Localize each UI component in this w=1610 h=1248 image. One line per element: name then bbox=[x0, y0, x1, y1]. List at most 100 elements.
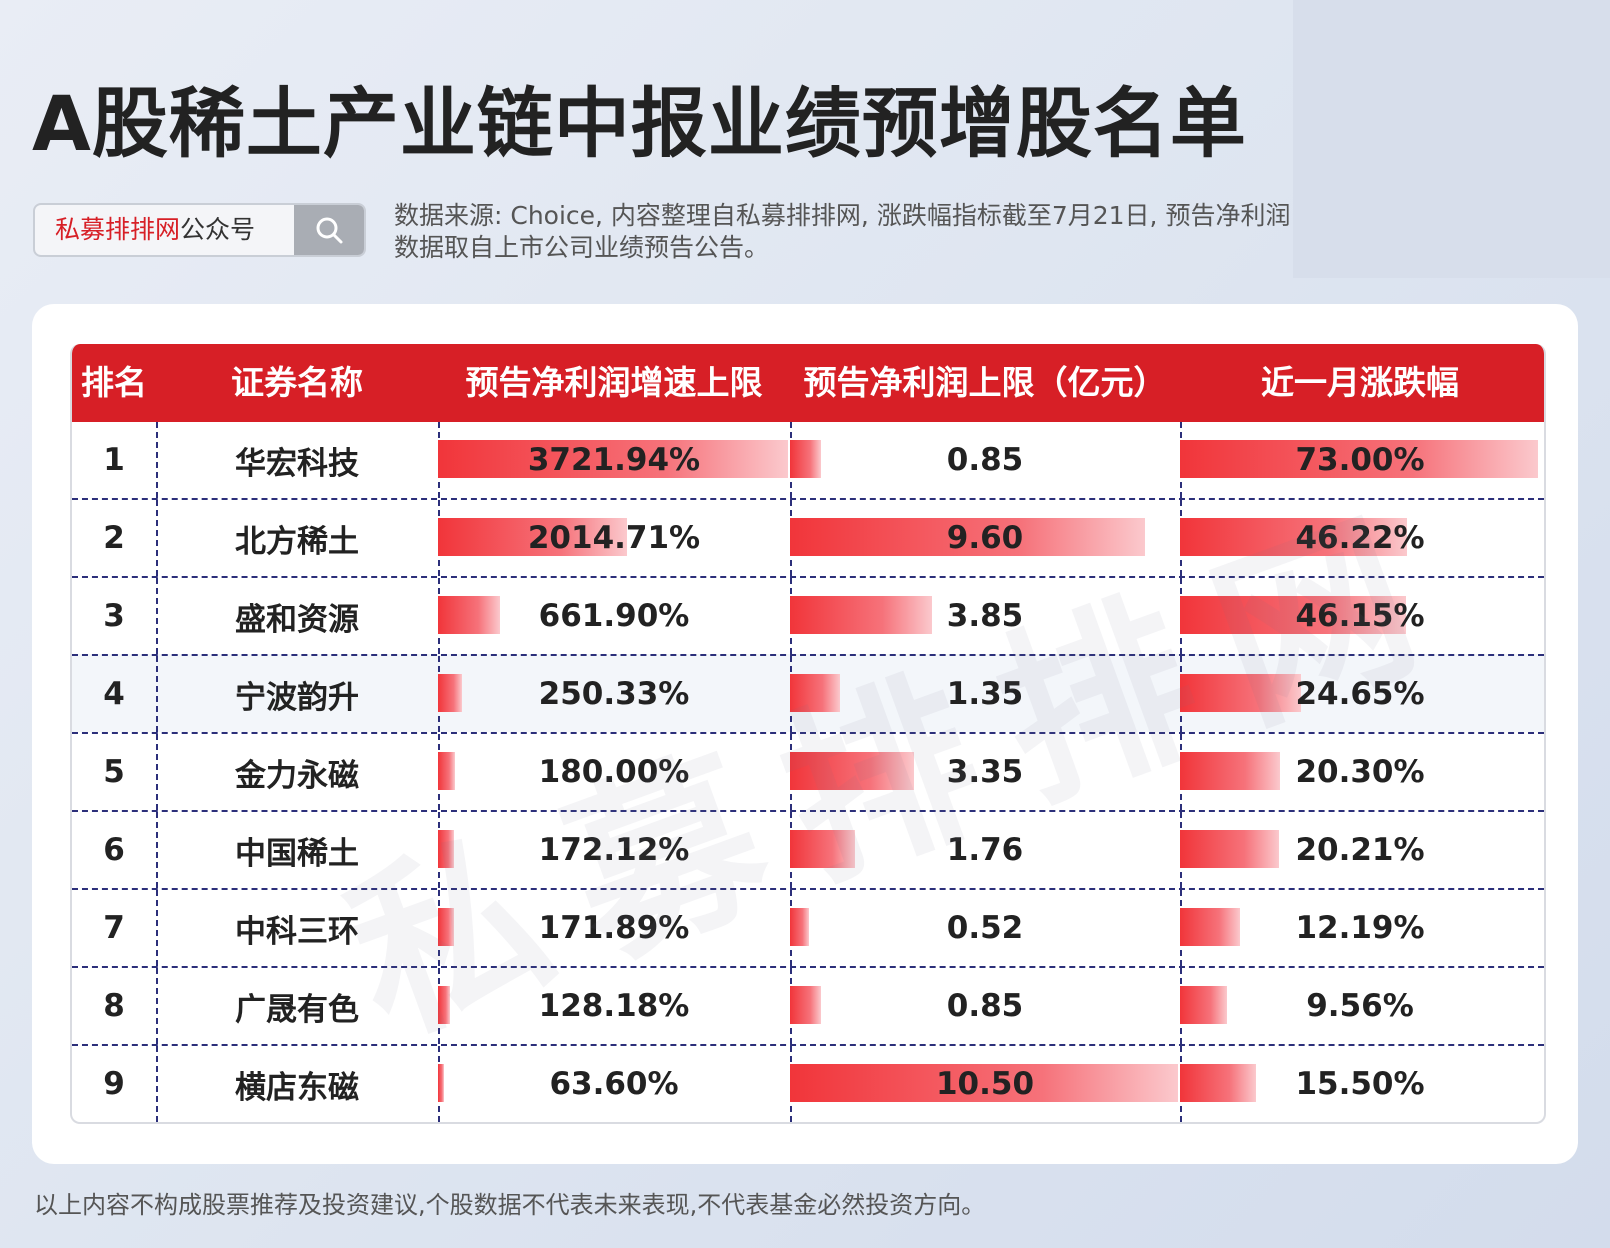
rank-cell: 2 bbox=[103, 520, 125, 556]
growth-label: 3721.94% bbox=[527, 442, 701, 478]
growth-bar bbox=[438, 986, 451, 1024]
profit-cell: 10.50 bbox=[790, 1046, 1180, 1122]
growth-bar bbox=[438, 830, 455, 868]
rank-cell: 8 bbox=[103, 988, 125, 1024]
stock-name-cell: 华宏科技 bbox=[235, 445, 359, 482]
change-label: 9.56% bbox=[1306, 988, 1414, 1024]
change-label: 15.50% bbox=[1295, 1066, 1425, 1102]
stock-name-cell: 金力永磁 bbox=[235, 757, 359, 794]
table-row: 1 华宏科技 3721.94% 0.85 73.00% bbox=[72, 422, 1544, 498]
search-brand: 私募排排网 bbox=[55, 215, 181, 244]
change-bar bbox=[1180, 596, 1407, 634]
growth-cell: 250.33% bbox=[438, 656, 790, 732]
growth-cell: 171.89% bbox=[438, 890, 790, 966]
change-cell: 15.50% bbox=[1180, 1046, 1540, 1122]
table-header: 排名 证券名称 预告净利润增速上限 预告净利润上限（亿元） 近一月涨跌幅 bbox=[72, 344, 1544, 422]
rank-cell: 9 bbox=[103, 1066, 125, 1102]
stock-name-cell: 横店东磁 bbox=[235, 1069, 359, 1106]
background-panel bbox=[1293, 0, 1610, 278]
table-body: 1 华宏科技 3721.94% 0.85 73.00% 2 北方稀土 2014.71% 9.60… bbox=[72, 422, 1544, 1122]
source-note: 数据来源: Choice, 内容整理自私募排排网, 涨跌幅指标截至7月21日, … bbox=[394, 201, 1291, 262]
search-button[interactable] bbox=[294, 205, 364, 255]
change-label: 12.19% bbox=[1295, 910, 1425, 946]
profit-label: 1.76 bbox=[946, 832, 1024, 868]
rank-cell: 4 bbox=[103, 676, 125, 712]
change-cell: 20.21% bbox=[1180, 812, 1540, 888]
growth-label: 171.89% bbox=[538, 910, 690, 946]
table-row: 9 横店东磁 63.60% 10.50 15.50% bbox=[72, 1044, 1544, 1122]
header-rank: 排名 bbox=[81, 363, 147, 402]
profit-label: 3.35 bbox=[946, 754, 1024, 790]
growth-bar bbox=[438, 596, 501, 634]
search-icon bbox=[316, 217, 343, 244]
profit-bar bbox=[790, 518, 1145, 556]
change-cell: 46.22% bbox=[1180, 500, 1540, 576]
change-bar bbox=[1180, 1064, 1256, 1102]
profit-label: 1.35 bbox=[946, 676, 1024, 712]
profit-cell: 0.52 bbox=[790, 890, 1180, 966]
profit-cell: 3.85 bbox=[790, 578, 1180, 654]
page-title: A股稀土产业链中报业绩预增股名单 bbox=[32, 79, 1247, 168]
footer-note: 以上内容不构成股票推荐及投资建议,个股数据不代表未来表现,不代表基金必然投资方向… bbox=[34, 1191, 986, 1219]
growth-bar bbox=[438, 674, 462, 712]
stock-name-cell: 宁波韵升 bbox=[235, 679, 359, 716]
profit-cell: 1.35 bbox=[790, 656, 1180, 732]
profit-cell: 3.35 bbox=[790, 734, 1180, 810]
change-cell: 46.15% bbox=[1180, 578, 1540, 654]
profit-bar bbox=[790, 830, 856, 868]
growth-label: 180.00% bbox=[538, 754, 690, 790]
change-cell: 73.00% bbox=[1180, 422, 1540, 498]
growth-label: 661.90% bbox=[538, 598, 690, 634]
column-divider bbox=[156, 422, 158, 498]
profit-bar bbox=[790, 596, 933, 634]
column-divider bbox=[156, 1046, 158, 1122]
column-divider bbox=[156, 734, 158, 810]
search-box[interactable]: 私募排排网公众号 bbox=[33, 203, 366, 257]
change-bar bbox=[1180, 674, 1301, 712]
growth-cell: 180.00% bbox=[438, 734, 790, 810]
profit-cell: 9.60 bbox=[790, 500, 1180, 576]
profit-label: 10.50 bbox=[935, 1066, 1035, 1102]
growth-label: 250.33% bbox=[538, 676, 690, 712]
header-name: 证券名称 bbox=[231, 363, 363, 402]
column-divider bbox=[156, 812, 158, 888]
growth-label: 172.12% bbox=[538, 832, 690, 868]
profit-bar bbox=[790, 986, 822, 1024]
rank-cell: 7 bbox=[103, 910, 125, 946]
change-bar bbox=[1180, 986, 1227, 1024]
growth-bar bbox=[438, 518, 628, 556]
rank-cell: 1 bbox=[103, 442, 125, 478]
table-row: 6 中国稀土 172.12% 1.76 20.21% bbox=[72, 810, 1544, 888]
profit-label: 0.85 bbox=[946, 442, 1024, 478]
profit-label: 0.85 bbox=[946, 988, 1024, 1024]
change-cell: 9.56% bbox=[1180, 968, 1540, 1044]
profit-bar bbox=[790, 440, 822, 478]
growth-cell: 3721.94% bbox=[438, 422, 790, 498]
growth-label: 2014.71% bbox=[527, 520, 701, 556]
change-label: 46.15% bbox=[1295, 598, 1425, 634]
profit-cell: 0.85 bbox=[790, 968, 1180, 1044]
header-growth: 预告净利润增速上限 bbox=[465, 363, 763, 402]
change-label: 73.00% bbox=[1295, 442, 1425, 478]
column-divider bbox=[156, 500, 158, 576]
growth-bar bbox=[438, 908, 455, 946]
table-row: 7 中科三环 171.89% 0.52 12.19% bbox=[72, 888, 1544, 966]
profit-bar bbox=[790, 674, 840, 712]
profit-label: 9.60 bbox=[946, 520, 1024, 556]
growth-cell: 2014.71% bbox=[438, 500, 790, 576]
column-divider bbox=[156, 968, 158, 1044]
profit-bar bbox=[790, 752, 914, 790]
stock-name-cell: 中国稀土 bbox=[235, 835, 359, 872]
growth-label: 63.60% bbox=[549, 1066, 679, 1102]
table-row: 4 宁波韵升 250.33% 1.35 24.65% bbox=[72, 654, 1544, 732]
growth-cell: 661.90% bbox=[438, 578, 790, 654]
search-text: 私募排排网公众号 bbox=[55, 205, 255, 255]
table-row: 2 北方稀土 2014.71% 9.60 46.22% bbox=[72, 498, 1544, 576]
change-cell: 20.30% bbox=[1180, 734, 1540, 810]
growth-bar bbox=[438, 752, 455, 790]
growth-cell: 63.60% bbox=[438, 1046, 790, 1122]
rank-cell: 3 bbox=[103, 598, 125, 634]
change-bar bbox=[1180, 518, 1407, 556]
change-bar bbox=[1180, 908, 1240, 946]
stock-name-cell: 中科三环 bbox=[235, 913, 359, 950]
